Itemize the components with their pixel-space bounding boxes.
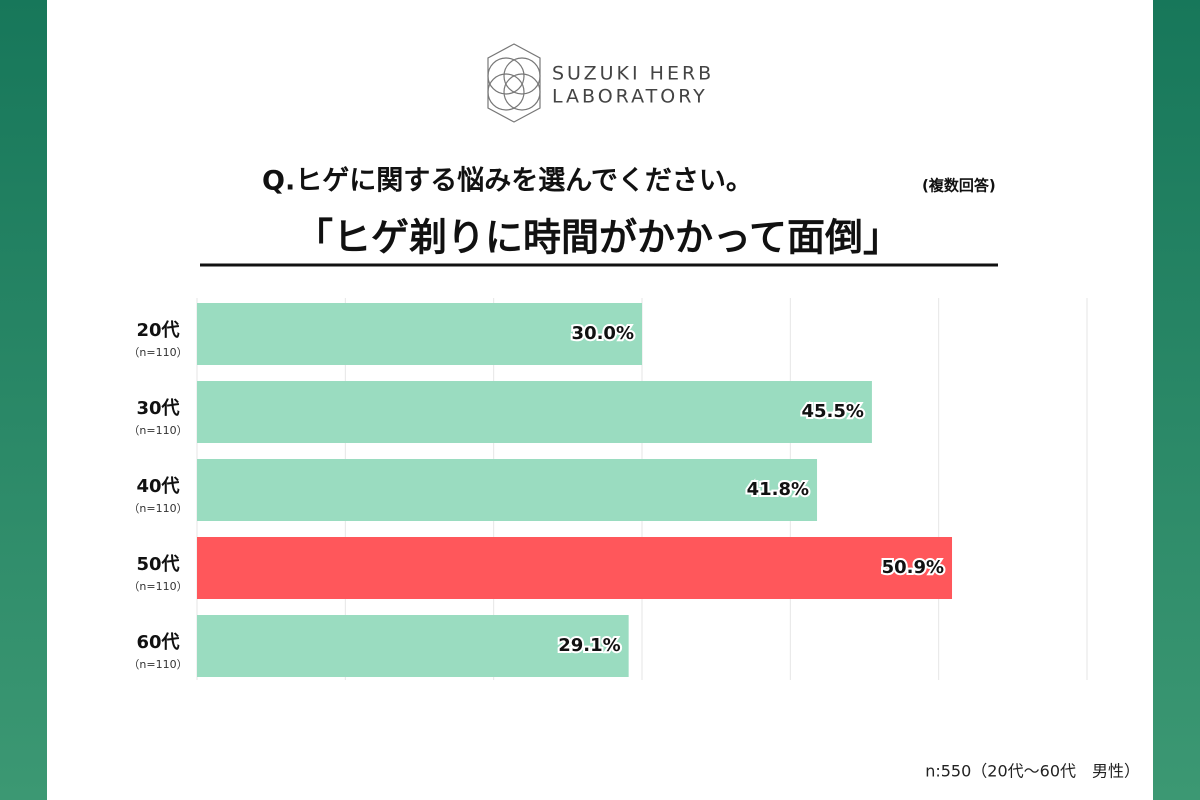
brand-line: LABORATORY [552,86,708,108]
category-note: （n=110） [128,424,187,437]
bar [197,303,642,365]
category-label: 30代 [136,398,179,419]
category-label: 40代 [136,476,179,497]
value-label: 29.1% [558,635,620,656]
category-label: 60代 [136,632,179,653]
footnote: n:550（20代〜60代 男性） [925,762,1140,781]
value-label: 50.9% [882,557,944,578]
category-note: （n=110） [128,658,187,671]
chart-title: 「ヒゲ剃りに時間がかかって面倒」 [295,216,901,260]
question-note: (複数回答) [922,177,996,195]
category-label: 20代 [136,320,179,341]
bar [197,615,629,677]
category-note: （n=110） [128,580,187,593]
value-label: 41.8% [747,479,809,500]
value-label: 45.5% [801,401,863,422]
value-label: 30.0% [572,323,634,344]
brand-line: SUZUKI HERB [552,63,714,85]
category-label: 50代 [136,554,179,575]
bar [197,459,818,521]
logo-icon [487,43,541,123]
category-note: （n=110） [128,502,187,515]
category-note: （n=110） [128,346,187,359]
question: Q.ヒゲに関する悩みを選んでください。 [262,166,753,197]
bar [197,537,953,599]
bar [197,381,872,443]
